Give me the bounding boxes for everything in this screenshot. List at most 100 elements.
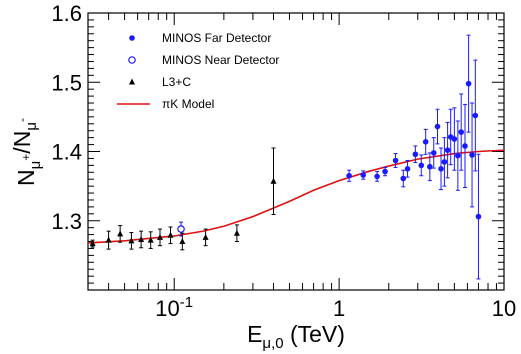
tick-labels: 1.3 1.4 1.5 1.6 10-1 1 10 (51, 1, 516, 321)
marker-filled-circle (444, 147, 451, 153)
data-point (441, 137, 448, 187)
data-point (465, 34, 472, 133)
marker-filled-circle (451, 136, 458, 142)
marker-filled-circle (427, 163, 433, 170)
legend-label: MINOS Near Detector (162, 53, 279, 67)
data-point (434, 108, 441, 145)
data-point (167, 226, 174, 245)
data-point (462, 103, 468, 189)
marker-triangle (89, 240, 96, 247)
data-point (360, 170, 367, 180)
data-point (472, 59, 479, 172)
legend-item: πK Model (117, 97, 214, 111)
data-point (422, 128, 429, 155)
data-points-layer (89, 34, 482, 280)
data-point (117, 225, 124, 243)
x-tick-label: 1 (333, 296, 345, 321)
legend-marker (129, 35, 135, 41)
data-point (418, 154, 425, 177)
marker-triangle (233, 229, 240, 236)
y-axis-title: Nμ+/Nμ- (9, 118, 44, 186)
marker-triangle (105, 236, 112, 243)
legend-item: MINOS Near Detector (128, 53, 279, 67)
marker-triangle (202, 233, 209, 240)
data-point (400, 169, 407, 188)
data-point (392, 153, 399, 168)
y-tick-label: 1.5 (51, 70, 82, 95)
data-point (270, 147, 277, 216)
data-point (346, 169, 352, 182)
legend-label: πK Model (162, 97, 214, 111)
data-point (444, 121, 451, 179)
x-tick-label: 10 (492, 296, 516, 321)
model-curve-layer (87, 149, 505, 244)
axis-ticks (87, 12, 505, 291)
x-axis-title: Eμ,0 (TeV) (247, 321, 345, 352)
axis-titles: Eμ,0 (TeV) Nμ+/Nμ- (9, 118, 345, 352)
marker-filled-circle (462, 143, 468, 149)
marker-filled-circle (458, 129, 464, 135)
legend-marker (129, 78, 135, 85)
data-point (455, 120, 461, 191)
legend-label: MINOS Far Detector (162, 31, 271, 45)
marker-filled-circle (441, 159, 448, 165)
data-point (430, 137, 437, 169)
marker-filled-circle (418, 162, 425, 169)
x-tick-label: 10-1 (155, 294, 193, 321)
legend: MINOS Far Detector MINOS Near Detector L3+… (117, 31, 279, 111)
marker-filled-circle (434, 123, 441, 130)
data-point (233, 224, 240, 243)
data-point (412, 145, 419, 164)
data-point (157, 228, 164, 247)
marker-filled-circle (382, 168, 388, 175)
marker-triangle (138, 235, 145, 242)
data-point (105, 230, 112, 250)
y-tick-label: 1.6 (51, 1, 82, 26)
legend-item: L3+C (129, 75, 191, 89)
marker-triangle (179, 238, 186, 245)
marker-triangle (167, 231, 174, 238)
marker-filled-circle (469, 152, 475, 158)
legend-marker (128, 56, 136, 64)
marker-filled-circle (392, 157, 399, 164)
marker-filled-circle (472, 112, 479, 119)
data-point (475, 153, 482, 280)
marker-filled-circle (430, 150, 437, 156)
data-point (202, 228, 209, 247)
y-tick-label: 1.4 (51, 140, 82, 165)
data-point (427, 152, 433, 182)
data-point (382, 166, 388, 177)
marker-filled-circle (360, 172, 367, 178)
marker-triangle (157, 233, 164, 240)
marker-filled-circle (455, 152, 461, 159)
marker-filled-circle (438, 166, 444, 172)
data-point (469, 102, 475, 208)
data-point (447, 108, 454, 166)
data-point (458, 93, 464, 171)
marker-filled-circle (404, 166, 411, 172)
marker-triangle (147, 236, 154, 243)
data-point (438, 147, 444, 191)
data-point (404, 160, 411, 178)
marker-triangle (270, 177, 277, 184)
y-tick-label: 1.3 (51, 209, 82, 234)
marker-triangle (128, 237, 135, 244)
data-point (179, 232, 186, 251)
data-point (451, 107, 458, 171)
marker-triangle (117, 230, 124, 237)
marker-filled-circle (346, 172, 352, 179)
legend-label: L3+C (162, 75, 191, 89)
marker-filled-circle (465, 80, 472, 87)
marker-open-circle (177, 225, 185, 233)
marker-filled-circle (475, 213, 482, 220)
legend-item: MINOS Far Detector (129, 31, 271, 45)
data-point (89, 239, 96, 248)
data-point (374, 171, 380, 182)
data-point (147, 231, 154, 249)
marker-filled-circle (400, 175, 407, 182)
data-point (128, 232, 135, 250)
marker-filled-circle (422, 139, 429, 145)
marker-filled-circle (412, 151, 419, 158)
marker-filled-circle (374, 173, 380, 180)
